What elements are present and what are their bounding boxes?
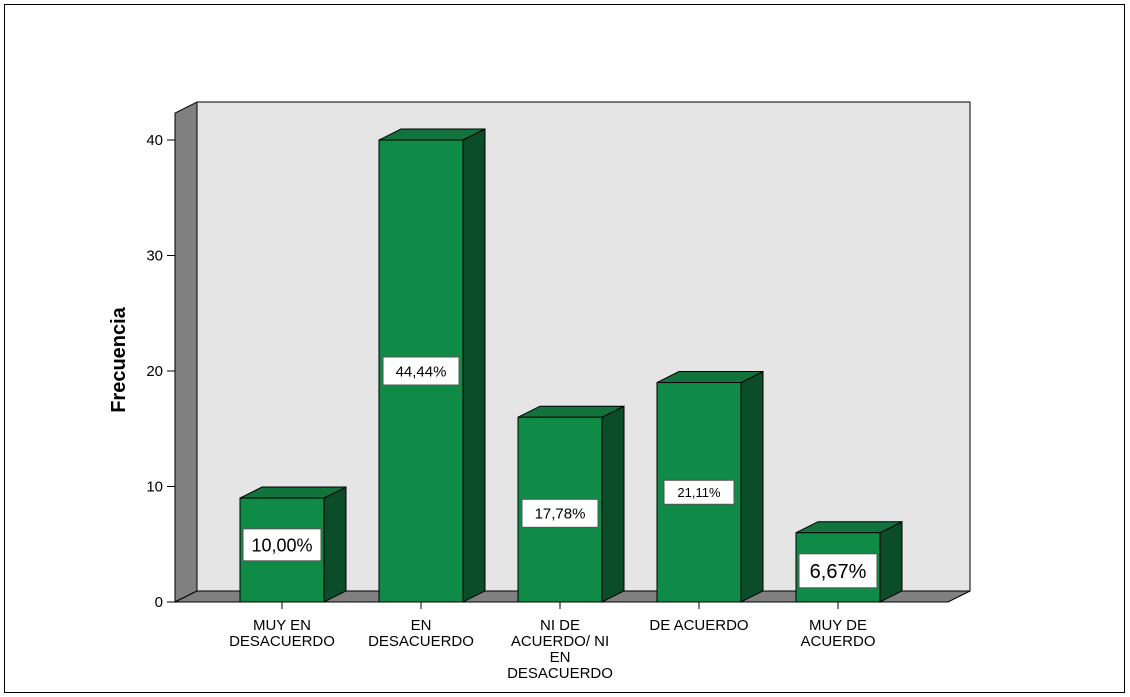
bar-side-face (323, 486, 347, 603)
data-label-box (663, 479, 735, 505)
y-tick-label: 0 (155, 594, 163, 611)
data-label-box (382, 356, 460, 386)
y-tick-label: 10 (146, 479, 163, 496)
bar-side-face (601, 405, 625, 603)
y-axis-title: Frecuencia (108, 306, 130, 412)
bar-side-face (879, 520, 903, 603)
data-label: 21,11% (677, 485, 721, 500)
y-tick-label: 30 (146, 248, 163, 265)
data-label: 6,67% (810, 561, 867, 583)
data-label-box (521, 498, 599, 528)
bar-side-face (740, 370, 764, 603)
data-label: 44,44% (396, 363, 447, 380)
data-label: 10,00% (251, 535, 312, 555)
y-tick-label: 40 (146, 132, 163, 149)
y-tick-label: 20 (146, 363, 163, 380)
bar-side-face (462, 128, 486, 603)
x-tick-label: MUY EN DESACUERDO (229, 617, 335, 650)
x-tick-label: MUY DE ACUERDO (800, 617, 875, 650)
data-label: 17,78% (535, 506, 586, 523)
data-label-box (798, 553, 878, 589)
x-tick-label: NI DE ACUERDO/ NI EN DESACUERDO (507, 617, 613, 682)
x-tick-label: DE ACUERDO (649, 617, 748, 634)
plot-left-wall (174, 101, 198, 603)
data-label-box (242, 528, 322, 562)
x-tick-label: EN DESACUERDO (368, 617, 474, 650)
